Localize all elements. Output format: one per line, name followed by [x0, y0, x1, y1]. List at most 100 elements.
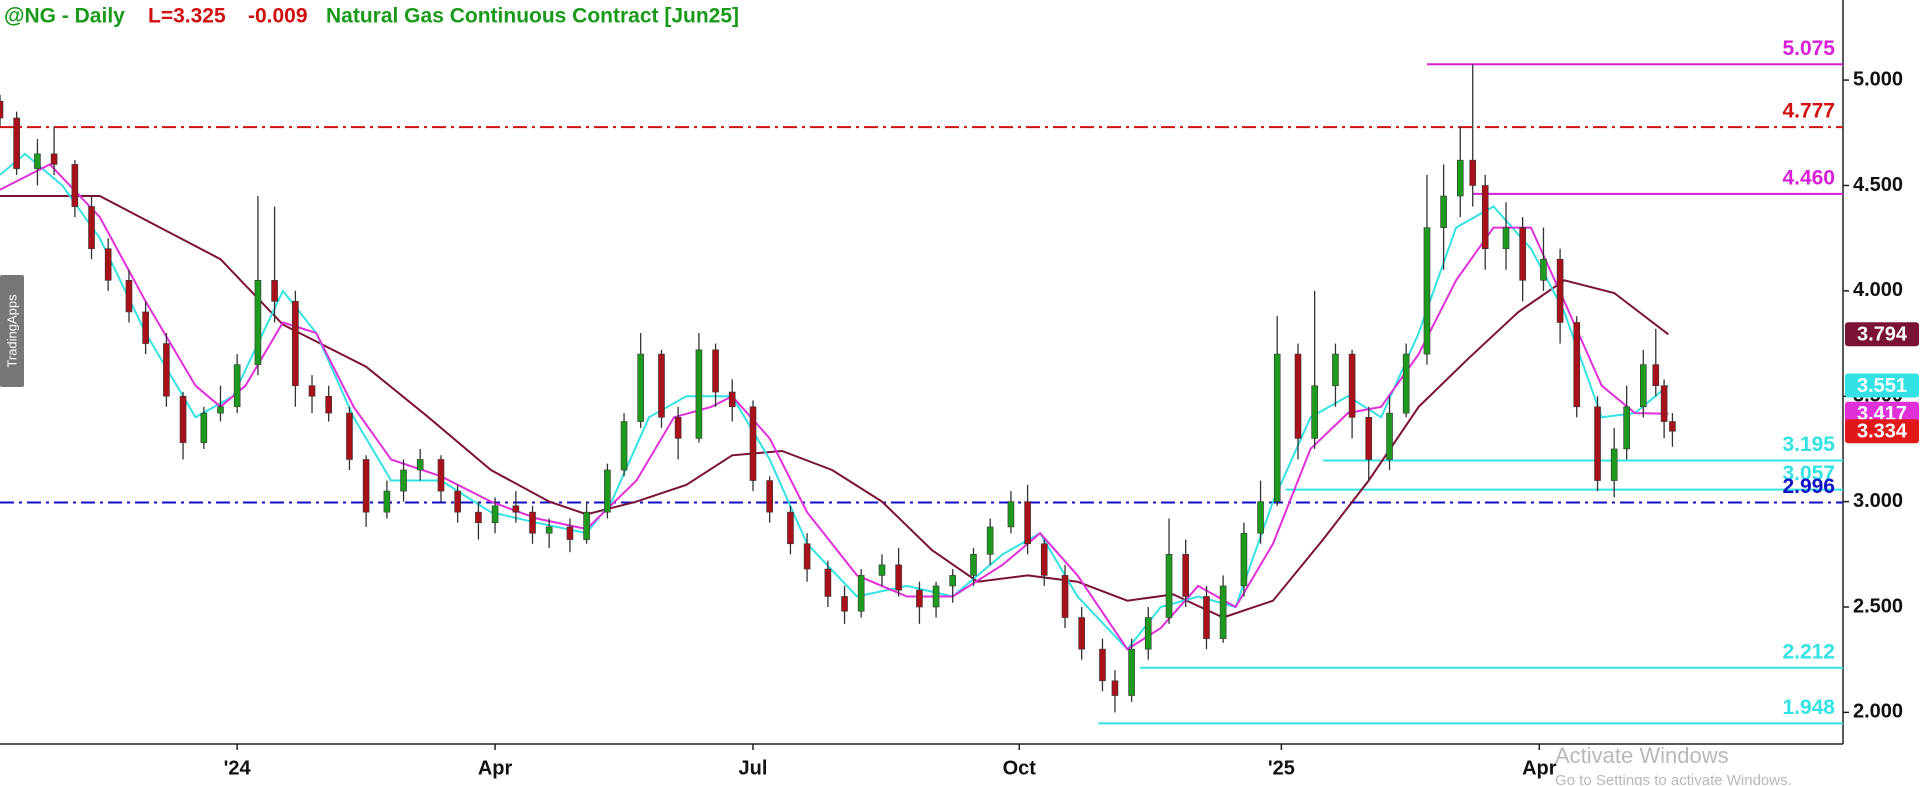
value-tag-bg	[1845, 373, 1919, 398]
x-tick-label: Oct	[1003, 757, 1037, 779]
candle-body	[1348, 353, 1356, 418]
value-tag: 3.794	[1857, 324, 1908, 346]
candle-body	[1540, 258, 1547, 281]
value-tag-bg	[1845, 322, 1919, 347]
candle-body	[728, 391, 736, 408]
candle-body	[416, 459, 424, 471]
level-label: 2.212	[1782, 640, 1835, 663]
candle-body	[604, 469, 611, 513]
candle-body	[346, 412, 353, 460]
candle-body	[1061, 575, 1069, 618]
candle-body	[491, 505, 499, 523]
level-label: 4.460	[1782, 166, 1835, 189]
candle-body	[932, 585, 940, 608]
candle-body	[1294, 353, 1302, 439]
candle-body	[1440, 195, 1447, 228]
candle-body	[674, 417, 682, 439]
level-label: 2.996	[1782, 475, 1835, 498]
candle-body	[200, 412, 208, 443]
candle-body	[916, 589, 923, 608]
candle-body	[620, 421, 628, 471]
x-tick-label: '24	[224, 757, 252, 779]
candle-body	[400, 469, 407, 492]
candle-body	[878, 564, 886, 576]
candle-body	[1182, 554, 1189, 597]
candle-body	[1556, 258, 1564, 323]
candle-body	[1640, 364, 1647, 408]
candle-body	[1623, 406, 1630, 450]
candle-body	[895, 564, 902, 591]
candle-body	[695, 349, 703, 439]
candle-body	[1219, 585, 1227, 639]
levels	[0, 63, 1843, 725]
x-tick-label: '25	[1268, 757, 1295, 779]
candle-body	[1519, 227, 1526, 281]
candle-body	[824, 568, 832, 597]
moving-average-line	[0, 152, 1669, 651]
moving-average-line	[0, 195, 1669, 619]
candle-body	[1257, 501, 1264, 534]
candle-body	[986, 526, 994, 555]
candle-body	[658, 353, 665, 418]
candle-body	[71, 164, 79, 207]
candle-body	[125, 280, 133, 313]
candle-body	[1660, 385, 1668, 422]
title-last: L=3.325	[148, 5, 226, 28]
level-label: 3.195	[1782, 433, 1835, 456]
y-tick-label: 3.000	[1853, 490, 1903, 512]
candles	[0, 64, 1676, 713]
candle-body	[1332, 353, 1339, 386]
candle-body	[104, 248, 112, 281]
candle-body	[142, 311, 149, 344]
candle-body	[1007, 501, 1015, 528]
candle-body	[1365, 417, 1373, 460]
candle-body	[637, 353, 644, 422]
level-label: 1.948	[1782, 696, 1835, 719]
candle-body	[803, 543, 811, 570]
candle-body	[1311, 385, 1318, 439]
candle-body	[1594, 406, 1601, 481]
last-price-tag-bg	[1845, 419, 1919, 444]
candle-body	[1469, 159, 1477, 186]
candle-body	[512, 505, 520, 513]
candle-body	[13, 117, 20, 169]
candle-body	[437, 459, 445, 492]
y-tick-label: 5.000	[1853, 68, 1903, 90]
candle-body	[88, 206, 95, 250]
last-price-tag: 3.334	[1857, 421, 1908, 443]
x-tick-label: Apr	[478, 757, 513, 779]
candle-body	[475, 511, 482, 523]
candle-body	[254, 280, 262, 365]
moving-averages	[0, 152, 1669, 651]
candle-body	[949, 575, 957, 587]
candle-body	[1573, 322, 1581, 408]
candle-body	[1423, 227, 1431, 355]
x-tick-label: Apr	[1522, 757, 1557, 779]
candle-body	[1402, 353, 1410, 414]
y-tick-label: 4.000	[1853, 279, 1903, 301]
candle-body	[787, 511, 794, 545]
y-tick-label: 4.500	[1853, 174, 1903, 196]
candle-body	[383, 490, 391, 513]
y-tick-label: 2.000	[1853, 701, 1903, 723]
candle-body	[34, 153, 41, 169]
candle-body	[1165, 554, 1173, 618]
candle-body	[566, 526, 574, 540]
candle-body	[1040, 543, 1048, 576]
candle-body	[1128, 648, 1135, 696]
candle-body	[1456, 159, 1464, 197]
candle-body	[1652, 364, 1660, 386]
candle-body	[749, 406, 757, 481]
side-tab[interactable]	[0, 275, 24, 387]
candle-body	[217, 406, 224, 414]
title-change: -0.009	[248, 5, 308, 28]
title-description: Natural Gas Continuous Contract [Jun25]	[326, 5, 739, 28]
candle-body	[970, 554, 977, 576]
title-symbol: @NG - Daily	[4, 5, 125, 28]
side-tab-label[interactable]: TradingApps	[4, 294, 19, 368]
candle-body	[1481, 185, 1489, 250]
candle-body	[857, 575, 865, 612]
candle-body	[841, 596, 848, 612]
